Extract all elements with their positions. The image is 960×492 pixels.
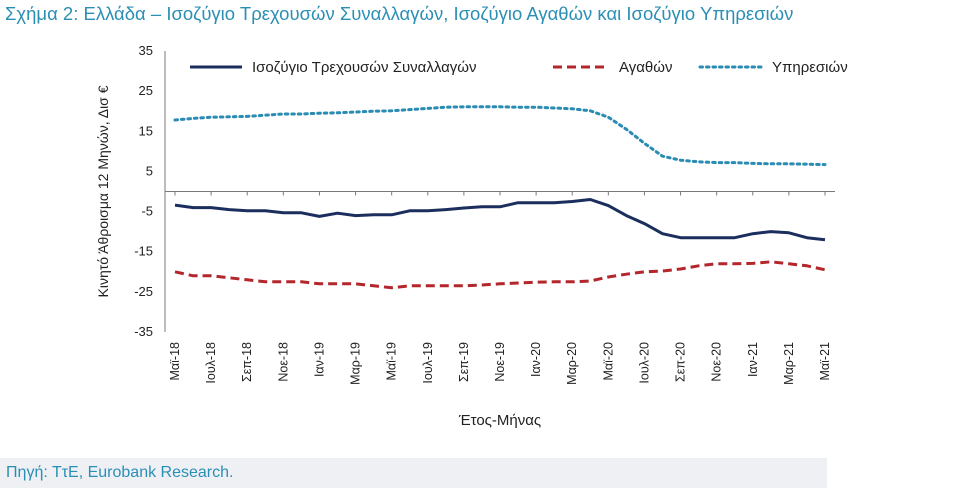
series-line	[173, 105, 827, 167]
chart-legend: Ισοζύγιο Τρεχουσών Συναλλαγών Αγαθών Υπηρε…	[190, 59, 848, 76]
y-tick-label: -35	[134, 324, 153, 339]
y-tick-label: -5	[141, 204, 153, 219]
figure-title: Σχήμα 2: Ελλάδα – Ισοζύγιο Τρεχουσών Συν…	[5, 3, 794, 24]
x-axis-title: Έτος-Μήνας	[458, 412, 541, 429]
series-line	[174, 198, 826, 242]
x-tick-label: Νοε-18	[276, 342, 290, 382]
chart-axes: -35 -25 -15 -5 5 15 25 35 Μαϊ-18 Ιουλ-18 Σεπ-18 Νοε…	[134, 43, 835, 385]
x-tick-label: Μαρ-20	[565, 342, 579, 385]
source-bar	[0, 458, 827, 488]
line-chart: Ισοζύγιο Τρεχουσών Συναλλαγών Αγαθών Υπηρε…	[95, 43, 848, 429]
x-tick-label: Μαρ-19	[349, 342, 363, 385]
x-tick-label: Σεπ-20	[674, 342, 688, 382]
x-tick-label: Ιουλ-19	[421, 342, 435, 384]
y-tick-label: 15	[139, 123, 153, 138]
x-tick-label: Σεπ-18	[240, 342, 254, 382]
y-tick-label: -15	[134, 244, 153, 259]
chart-axis-labels: Κινητό Άθροισμα 12 Μηνών, Δισ € Έτος-Μήνα…	[95, 85, 541, 429]
source-note: Πηγή: ΤτΕ, Eurobank Research.	[6, 464, 234, 481]
legend-label: Υπηρεσιών	[772, 59, 848, 76]
x-tick-label: Ιαν-21	[746, 342, 760, 377]
y-tick-label: 5	[146, 163, 153, 178]
x-tick-label: Νοε-20	[710, 342, 724, 382]
chart-panel: Ισοζύγιο Τρεχουσών Συναλλαγών Αγαθών Υπηρε…	[70, 34, 868, 458]
y-tick-label: -25	[134, 284, 153, 299]
y-tick-label: 25	[139, 83, 153, 98]
x-tick-label: Σεπ-19	[457, 342, 471, 382]
x-tick-label: Νοε-19	[493, 342, 507, 382]
y-tick-label: 35	[139, 43, 153, 58]
x-tick-label: Ιουλ-18	[204, 342, 218, 384]
x-tick-label: Μαϊ-21	[818, 342, 832, 381]
x-tick-label: Μαϊ-19	[385, 342, 399, 381]
x-tick-label: Μαϊ-20	[601, 342, 615, 381]
x-tick-label: Ιαν-19	[312, 342, 326, 377]
legend-label: Αγαθών	[619, 59, 672, 76]
y-axis-title: Κινητό Άθροισμα 12 Μηνών, Δισ €	[95, 85, 111, 297]
legend-label: Ισοζύγιο Τρεχουσών Συναλλαγών	[252, 59, 477, 76]
x-tick-label: Μαρ-21	[782, 342, 796, 385]
chart-series	[173, 105, 827, 290]
x-tick-label: Ιαν-20	[529, 342, 543, 377]
series-line	[174, 260, 826, 290]
x-tick-label: Μαϊ-18	[168, 342, 182, 381]
x-tick-label: Ιουλ-20	[637, 342, 651, 384]
